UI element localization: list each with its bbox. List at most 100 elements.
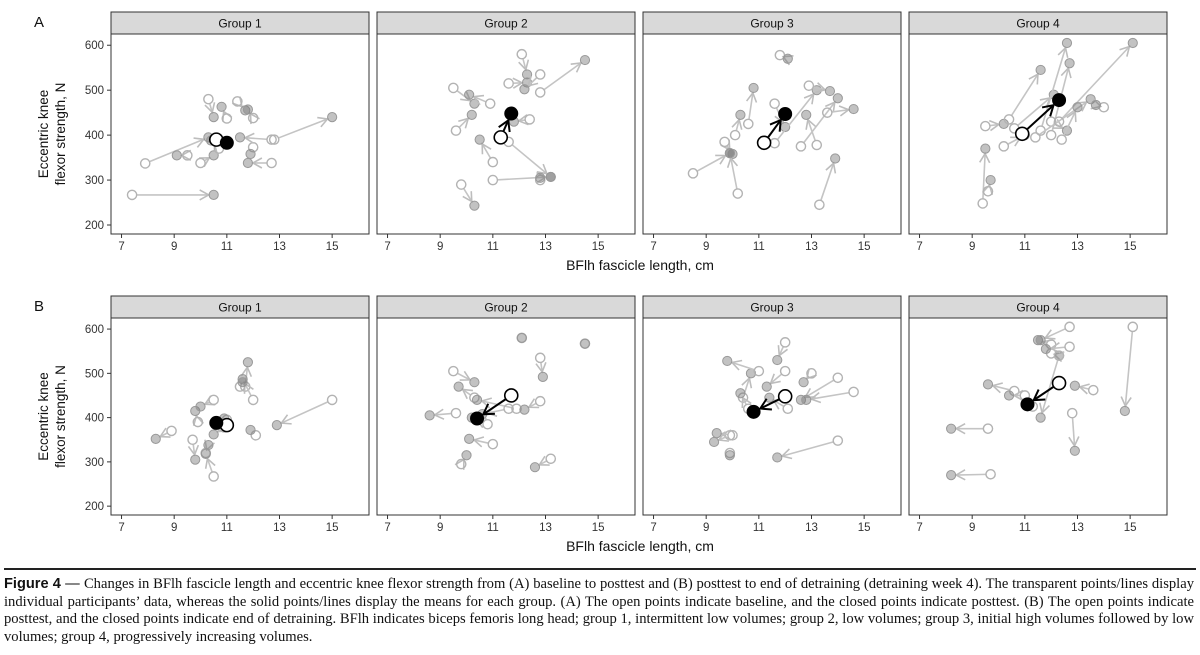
x-tick-label: 7 [650,241,656,253]
x-tick-label: 7 [650,522,656,534]
individual-arrow [777,92,815,140]
individual-end-point [985,174,996,186]
panel-b-group-3: Group 3 7 9 11 13 15 [642,295,902,534]
individual-end-point [772,452,783,463]
y-tick-label: 600 [85,40,104,52]
individual-end-point [461,450,472,461]
individual-start-point [724,447,736,459]
x-tick-label: 9 [969,522,975,534]
individual-arrow [988,119,1001,132]
individual-arrow [458,117,470,129]
individual-end-point [946,423,957,434]
panel-b-group-2: Group 2 7 9 11 13 15 [376,295,636,534]
x-tick-label: 7 [118,522,124,534]
individual-arrow [745,91,758,120]
individual-start-point [250,430,262,441]
individual-start-point [487,156,499,168]
x-tick-label: 15 [858,522,871,534]
individual-end-point [795,394,807,405]
individual-start-point [977,198,989,209]
row-label: B [34,298,44,315]
x-tick-label: 9 [171,522,177,534]
panel-a-group-4: Group 4 7 9 11 13 15 [908,11,1168,253]
panel-title: Group 4 [1016,17,1060,31]
individual-end-point [237,377,248,388]
individual-end-point [469,377,480,388]
individual-start-point [208,394,219,406]
y-axis-label: Eccentric knee flexor strength, N [36,365,68,468]
y-axis-label: Eccentric knee flexor strength, N [36,83,68,186]
x-tick-label: 7 [384,522,390,534]
x-tick-label: 7 [916,522,922,534]
x-tick-label: 13 [805,241,818,253]
individual-start-point [182,150,193,161]
individual-start-point [448,365,459,377]
mean-arrow [498,118,511,133]
individual-arrow [954,469,986,481]
x-axis-label: BFlh fascicle length, cm [566,257,714,273]
mean-end-point [209,415,224,430]
individual-start-point [1087,384,1099,396]
individual-arrow [720,429,732,441]
plot-area [642,317,902,516]
mean-end-point [1020,397,1035,412]
individual-end-point [761,381,772,392]
x-tick-label: 11 [753,241,765,253]
individual-end-point [1069,445,1080,456]
individual-arrow [518,58,530,72]
x-tick-label: 11 [487,241,499,253]
individual-arrow [697,154,727,172]
individual-arrow [1043,328,1066,340]
individual-end-point [464,433,475,444]
individual-end-point [832,93,843,104]
individual-arrow [511,144,549,175]
individual-start-point [1045,129,1057,141]
individual-start-point [208,471,219,482]
individual-arrow [278,116,330,139]
individual-arrow [832,105,851,117]
caption-separator: — [60,576,84,592]
individual-arrow [472,436,489,448]
individual-start-point [487,174,499,186]
individual-end-point [242,104,253,115]
individual-arrow [809,391,849,404]
panel-a-group-2: Group 2 7 9 11 13 15 [376,11,636,253]
mean-arrow [767,118,782,138]
y-axis-label-line-2: flexor strength, N [53,83,68,186]
individual-start-point [719,136,730,148]
individual-arrow [1068,418,1080,448]
plot-area [642,33,902,235]
individual-start-point [980,120,991,132]
individual-start-point [1056,134,1067,145]
individual-start-point [448,82,459,94]
individual-arrow [1049,342,1065,354]
mean-end-point [504,106,519,121]
panel-title: Group 2 [484,17,528,31]
individual-start-point [126,189,138,201]
x-tick-label: 13 [805,522,818,534]
plot-area [376,317,636,516]
individual-start-point [732,188,744,199]
mean-arrow [481,398,507,416]
individual-arrow [203,395,216,406]
individual-start-point [811,139,823,151]
individual-arrow [204,102,216,114]
individual-end-point [216,101,227,112]
x-tick-label: 11 [1019,241,1031,253]
mean-start-point [1014,126,1030,142]
individual-start-point [534,87,546,98]
individual-start-point [1066,407,1078,419]
individual-end-point [980,143,991,154]
individual-start-point [1064,341,1075,353]
individual-arrow [216,422,229,433]
individual-arrow [457,370,472,381]
individual-start-point [534,69,546,80]
mean-end-point [1052,93,1067,108]
y-axis-label-line-1: Eccentric knee [36,90,51,179]
individual-end-point [242,157,253,169]
x-tick-label: 13 [273,522,286,534]
individual-start-point [848,386,859,398]
individual-start-point [782,403,794,415]
x-tick-label: 11 [221,241,233,253]
individual-start-point [266,134,277,145]
